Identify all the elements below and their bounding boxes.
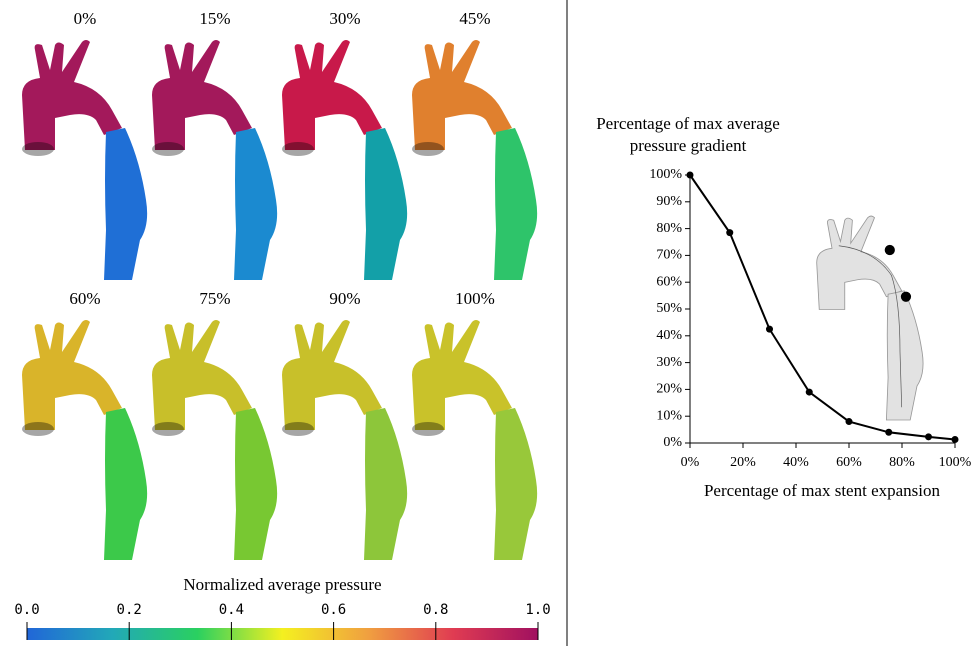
figure: 0% 15% 30% 45% 60% 75% 90% 100% 0% 10% 20% 30% 40% 50… — [0, 0, 979, 646]
aorta-rendering — [412, 40, 537, 280]
aorta-rendering — [22, 40, 147, 280]
descending-aorta — [234, 408, 277, 560]
inset-aorta — [817, 216, 923, 420]
colorbar-tick-label: 1.0 — [525, 602, 550, 618]
colorbar-tick-label: 0.6 — [321, 602, 346, 618]
data-point — [687, 172, 694, 179]
descending-aorta — [364, 128, 407, 280]
colorbar — [27, 628, 538, 640]
colorbar-tick-label: 0.0 — [14, 602, 39, 618]
x-axis-label: Percentage of max stent expansion — [704, 481, 941, 500]
aortic-root — [412, 422, 444, 436]
x-tick-label: 100% — [939, 455, 972, 470]
x-tick-label: 80% — [889, 455, 915, 470]
aortic-root — [22, 422, 54, 436]
x-tick-label: 20% — [730, 455, 756, 470]
aortic-root — [412, 142, 444, 156]
y-tick-label: 70% — [656, 248, 682, 263]
aorta-rendering — [282, 320, 407, 560]
rendering-label: 60% — [69, 289, 100, 308]
rendering-label: 75% — [199, 289, 230, 308]
y-tick-label: 90% — [656, 194, 682, 209]
data-point — [846, 418, 853, 425]
descending-aorta — [494, 408, 537, 560]
rendering-label: 100% — [455, 289, 495, 308]
rendering-label: 30% — [329, 9, 360, 28]
aortic-root — [152, 142, 184, 156]
x-tick-label: 40% — [783, 455, 809, 470]
aorta-rendering — [152, 40, 277, 280]
rendering-label: 45% — [459, 9, 490, 28]
aorta-rendering — [22, 320, 147, 560]
data-point — [885, 429, 892, 436]
aortic-root — [282, 422, 314, 436]
data-point — [952, 436, 959, 443]
descending-aorta — [104, 128, 147, 280]
rendering-label: 0% — [74, 9, 97, 28]
x-tick-label: 0% — [681, 455, 700, 470]
y-axis-label: pressure gradient — [630, 136, 747, 155]
data-point — [726, 229, 733, 236]
data-point — [766, 326, 773, 333]
y-tick-label: 20% — [656, 382, 682, 397]
y-tick-label: 60% — [656, 274, 682, 289]
descending-aorta — [494, 128, 537, 280]
descending-aorta — [104, 408, 147, 560]
colorbar-tick-label: 0.8 — [423, 602, 448, 618]
y-tick-label: 80% — [656, 221, 682, 236]
colorbar-tick-label: 0.4 — [219, 602, 244, 618]
y-axis-label: Percentage of max average — [596, 114, 780, 133]
y-tick-label: 40% — [656, 328, 682, 343]
data-point — [806, 389, 813, 396]
rendering-label: 15% — [199, 9, 230, 28]
aorta-rendering — [412, 320, 537, 560]
aortic-root — [152, 422, 184, 436]
colorbar-title: Normalized average pressure — [183, 575, 381, 594]
y-tick-label: 10% — [656, 408, 682, 423]
y-tick-label: 100% — [649, 167, 682, 182]
aorta-rendering — [152, 320, 277, 560]
data-point — [925, 433, 932, 440]
aorta-rendering — [282, 40, 407, 280]
descending-aorta — [364, 408, 407, 560]
y-tick-label: 50% — [656, 301, 682, 316]
rendering-label: 90% — [329, 289, 360, 308]
aortic-root — [282, 142, 314, 156]
y-tick-label: 0% — [663, 435, 682, 450]
colorbar-tick-label: 0.2 — [117, 602, 142, 618]
y-tick-label: 30% — [656, 355, 682, 370]
descending-aorta — [234, 128, 277, 280]
x-tick-label: 60% — [836, 455, 862, 470]
aortic-root — [22, 142, 54, 156]
